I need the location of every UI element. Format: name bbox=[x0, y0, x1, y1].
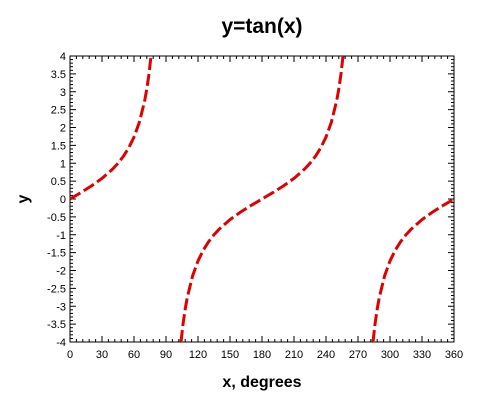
tan-branch-line bbox=[371, 197, 455, 343]
y-tick-label: -3.5 bbox=[47, 319, 66, 331]
x-tick-label: 240 bbox=[317, 349, 335, 361]
y-tick-label: -2 bbox=[56, 266, 66, 278]
y-tick-label: 4 bbox=[60, 51, 66, 63]
y-tick-label: 1.5 bbox=[51, 140, 66, 152]
y-tick-label: -1.5 bbox=[47, 248, 66, 260]
x-axis-tick-labels: 0 30 60 90 120 150 180 210 240 270 300 330 360 bbox=[67, 349, 463, 361]
series-layer bbox=[69, 55, 455, 343]
y-tick-label: -4 bbox=[56, 337, 66, 349]
plot-area bbox=[69, 55, 455, 343]
x-tick-label: 30 bbox=[96, 349, 108, 361]
y-axis-tick-labels: 4 3.5 3 2.5 2 1.5 1 0.5 0 -0.5 -1 -1.5 -2 -2.5 -3 -3.5 -… bbox=[47, 51, 66, 349]
x-tick-label: 150 bbox=[221, 349, 239, 361]
y-tick-label: 0 bbox=[60, 194, 66, 206]
tan-branch-line bbox=[69, 55, 153, 201]
x-axis-ticks bbox=[69, 56, 455, 342]
x-tick-label: 210 bbox=[285, 349, 303, 361]
y-tick-label: 2 bbox=[60, 123, 66, 135]
x-tick-label: 270 bbox=[349, 349, 367, 361]
y-tick-label: 0.5 bbox=[51, 176, 66, 188]
x-tick-label: 120 bbox=[189, 349, 207, 361]
x-tick-label: 60 bbox=[128, 349, 140, 361]
y-tick-label: 1 bbox=[60, 158, 66, 170]
x-tick-label: 360 bbox=[445, 349, 463, 361]
y-tick-label: -3 bbox=[56, 301, 66, 313]
y-tick-label: -2.5 bbox=[47, 283, 66, 295]
y-tick-label: -1 bbox=[56, 230, 66, 242]
minor-ticks bbox=[70, 56, 454, 342]
chart-title: y=tan(x) bbox=[221, 15, 302, 38]
tan-branch-line bbox=[179, 55, 345, 343]
x-tick-label: 300 bbox=[381, 349, 399, 361]
y-axis-label: y bbox=[15, 194, 32, 203]
y-tick-label: 2.5 bbox=[51, 105, 66, 117]
y-tick-label: 3.5 bbox=[51, 69, 66, 81]
x-tick-label: 180 bbox=[253, 349, 271, 361]
x-axis-label: x, degrees bbox=[222, 374, 301, 391]
y-tick-label: -0.5 bbox=[47, 212, 66, 224]
y-tick-label: 3 bbox=[60, 87, 66, 99]
x-tick-label: 0 bbox=[67, 349, 73, 361]
x-tick-label: 330 bbox=[413, 349, 431, 361]
x-tick-label: 90 bbox=[160, 349, 172, 361]
y-axis-ticks bbox=[70, 55, 454, 343]
